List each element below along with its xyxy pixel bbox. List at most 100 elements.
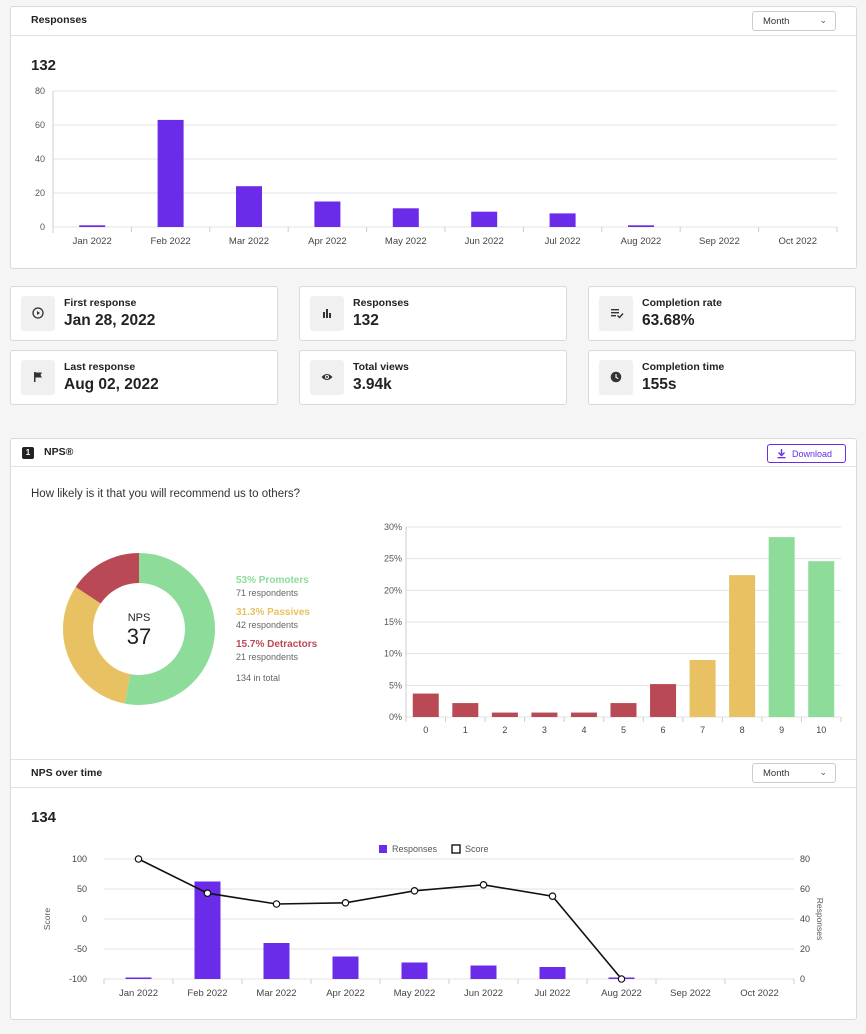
score-point (548, 892, 557, 901)
score-point (341, 898, 350, 907)
right-tick-label: 80 (800, 854, 810, 864)
promoters-pct: 53% Promoters (236, 575, 309, 586)
responses-card: Responses Month ⌄ 132 0 20 40 60 80 Jan 2022 F… (10, 6, 857, 269)
responses-stat-label: Responses (353, 297, 410, 309)
score-point (410, 886, 419, 895)
y-tick-label: 20% (384, 585, 402, 595)
nps-over-time-header-divider (11, 787, 856, 788)
question-number-badge: 1 (22, 447, 34, 459)
bar (157, 119, 184, 227)
detractors-respondents: 21 respondents (236, 652, 299, 662)
score-point (203, 889, 212, 898)
x-tick-label: 3 (542, 725, 547, 735)
score-bar (650, 684, 677, 717)
score-bar (570, 712, 597, 717)
score-bar (610, 703, 637, 717)
x-tick-label: 10 (816, 725, 826, 735)
x-tick-label: Aug 2022 (621, 236, 662, 247)
x-tick-label: Apr 2022 (326, 988, 365, 999)
passives-pct: 31.3% Passives (236, 607, 310, 618)
nps-card: 1 NPS® Download How likely is it that yo… (10, 438, 857, 1020)
x-tick-label: 6 (661, 725, 666, 735)
nps-over-time-title: NPS over time (31, 767, 103, 779)
nps-period-select[interactable]: Month ⌄ (752, 763, 836, 783)
x-tick-label: Mar 2022 (256, 988, 296, 999)
stat-first-response: First response Jan 28, 2022 (10, 286, 278, 341)
responses-period-select[interactable]: Month ⌄ (752, 11, 836, 31)
x-tick-label: Aug 2022 (601, 988, 642, 999)
first-response-label: First response (64, 297, 137, 309)
score-line (138, 858, 623, 980)
x-tick-label: Jul 2022 (535, 988, 571, 999)
bar (79, 225, 106, 227)
nps-total: 134 in total (236, 673, 281, 683)
right-tick-label: 40 (800, 914, 810, 924)
y-tick-label: 15% (384, 617, 402, 627)
x-tick-label: 8 (740, 725, 745, 735)
right-tick-label: 20 (800, 944, 810, 954)
last-response-label: Last response (64, 361, 136, 373)
left-tick-label: 50 (77, 884, 87, 894)
nps-period-value: Month (763, 768, 790, 779)
right-tick-label: 0 (800, 974, 805, 984)
nps-over-time-chart: Responses Score -100 -50 0 50 100 0 20 40 60 80 Scor… (42, 844, 825, 999)
legend-promoters: 53% Promoters 71 respondents (236, 575, 309, 598)
x-tick-label: Oct 2022 (779, 236, 818, 247)
promoters-respondents: 71 respondents (236, 588, 299, 598)
response-bar (401, 962, 428, 979)
responses-period-value: Month (763, 16, 790, 27)
chevron-down-icon: ⌄ (819, 15, 827, 25)
detractors-pct: 15.7% Detractors (236, 639, 318, 650)
y-tick-label: 40 (35, 154, 45, 164)
x-tick-label: 5 (621, 725, 626, 735)
y-tick-label: 30% (384, 522, 402, 532)
total-views-label: Total views (353, 361, 409, 373)
score-point (617, 975, 626, 983)
x-tick-label: Apr 2022 (308, 236, 347, 247)
nps-over-time-total: 134 (31, 809, 57, 826)
right-axis-label: Responses (815, 898, 825, 941)
clock-icon (599, 360, 633, 395)
bar (314, 201, 341, 227)
x-tick-label: Jul 2022 (545, 236, 581, 247)
responses-header: Responses Month ⌄ (11, 7, 856, 36)
download-button[interactable]: Download (767, 444, 846, 463)
x-tick-label: Jan 2022 (73, 236, 112, 247)
response-bar (470, 965, 497, 979)
score-bar (729, 575, 756, 717)
response-bar (332, 956, 359, 979)
legend-score-label: Score (465, 844, 489, 854)
response-bar (194, 881, 221, 979)
nps-score-bar-chart: 0% 5% 10% 15% 20% 25% 30% 0 1 2 3 4 5 6 7 8 9 10 (384, 522, 842, 735)
score-bar (768, 537, 795, 717)
x-tick-label: Oct 2022 (740, 988, 779, 999)
nps-question: How likely is it that you will recommend… (31, 488, 301, 500)
bar (471, 211, 498, 227)
nps-over-time-divider (11, 759, 856, 760)
left-tick-label: 100 (72, 854, 87, 864)
x-tick-label: Jan 2022 (119, 988, 158, 999)
legend-responses-label: Responses (392, 844, 438, 854)
x-tick-label: Sep 2022 (670, 988, 711, 999)
legend-responses-swatch (379, 845, 387, 853)
last-response-value: Aug 02, 2022 (64, 376, 159, 393)
chevron-down-icon: ⌄ (819, 767, 827, 777)
bar (549, 213, 576, 227)
nps-donut-chart (63, 553, 215, 705)
y-tick-label: 0 (40, 222, 45, 232)
score-bar (531, 712, 558, 717)
y-tick-label: 20 (35, 188, 45, 198)
bar (236, 186, 262, 227)
donut-slice-detractors (63, 553, 215, 705)
response-bar (263, 943, 290, 979)
score-bar (491, 712, 518, 717)
download-icon (777, 449, 786, 459)
completion-time-value: 155s (642, 376, 677, 393)
nps-center-label: NPS (127, 612, 151, 624)
x-tick-label: 9 (779, 725, 784, 735)
stat-last-response: Last response Aug 02, 2022 (10, 350, 278, 405)
x-tick-label: May 2022 (385, 236, 427, 247)
score-bar (808, 561, 835, 717)
stat-completion-rate: Completion rate 63.68% (588, 286, 856, 341)
x-tick-label: Sep 2022 (699, 236, 740, 247)
